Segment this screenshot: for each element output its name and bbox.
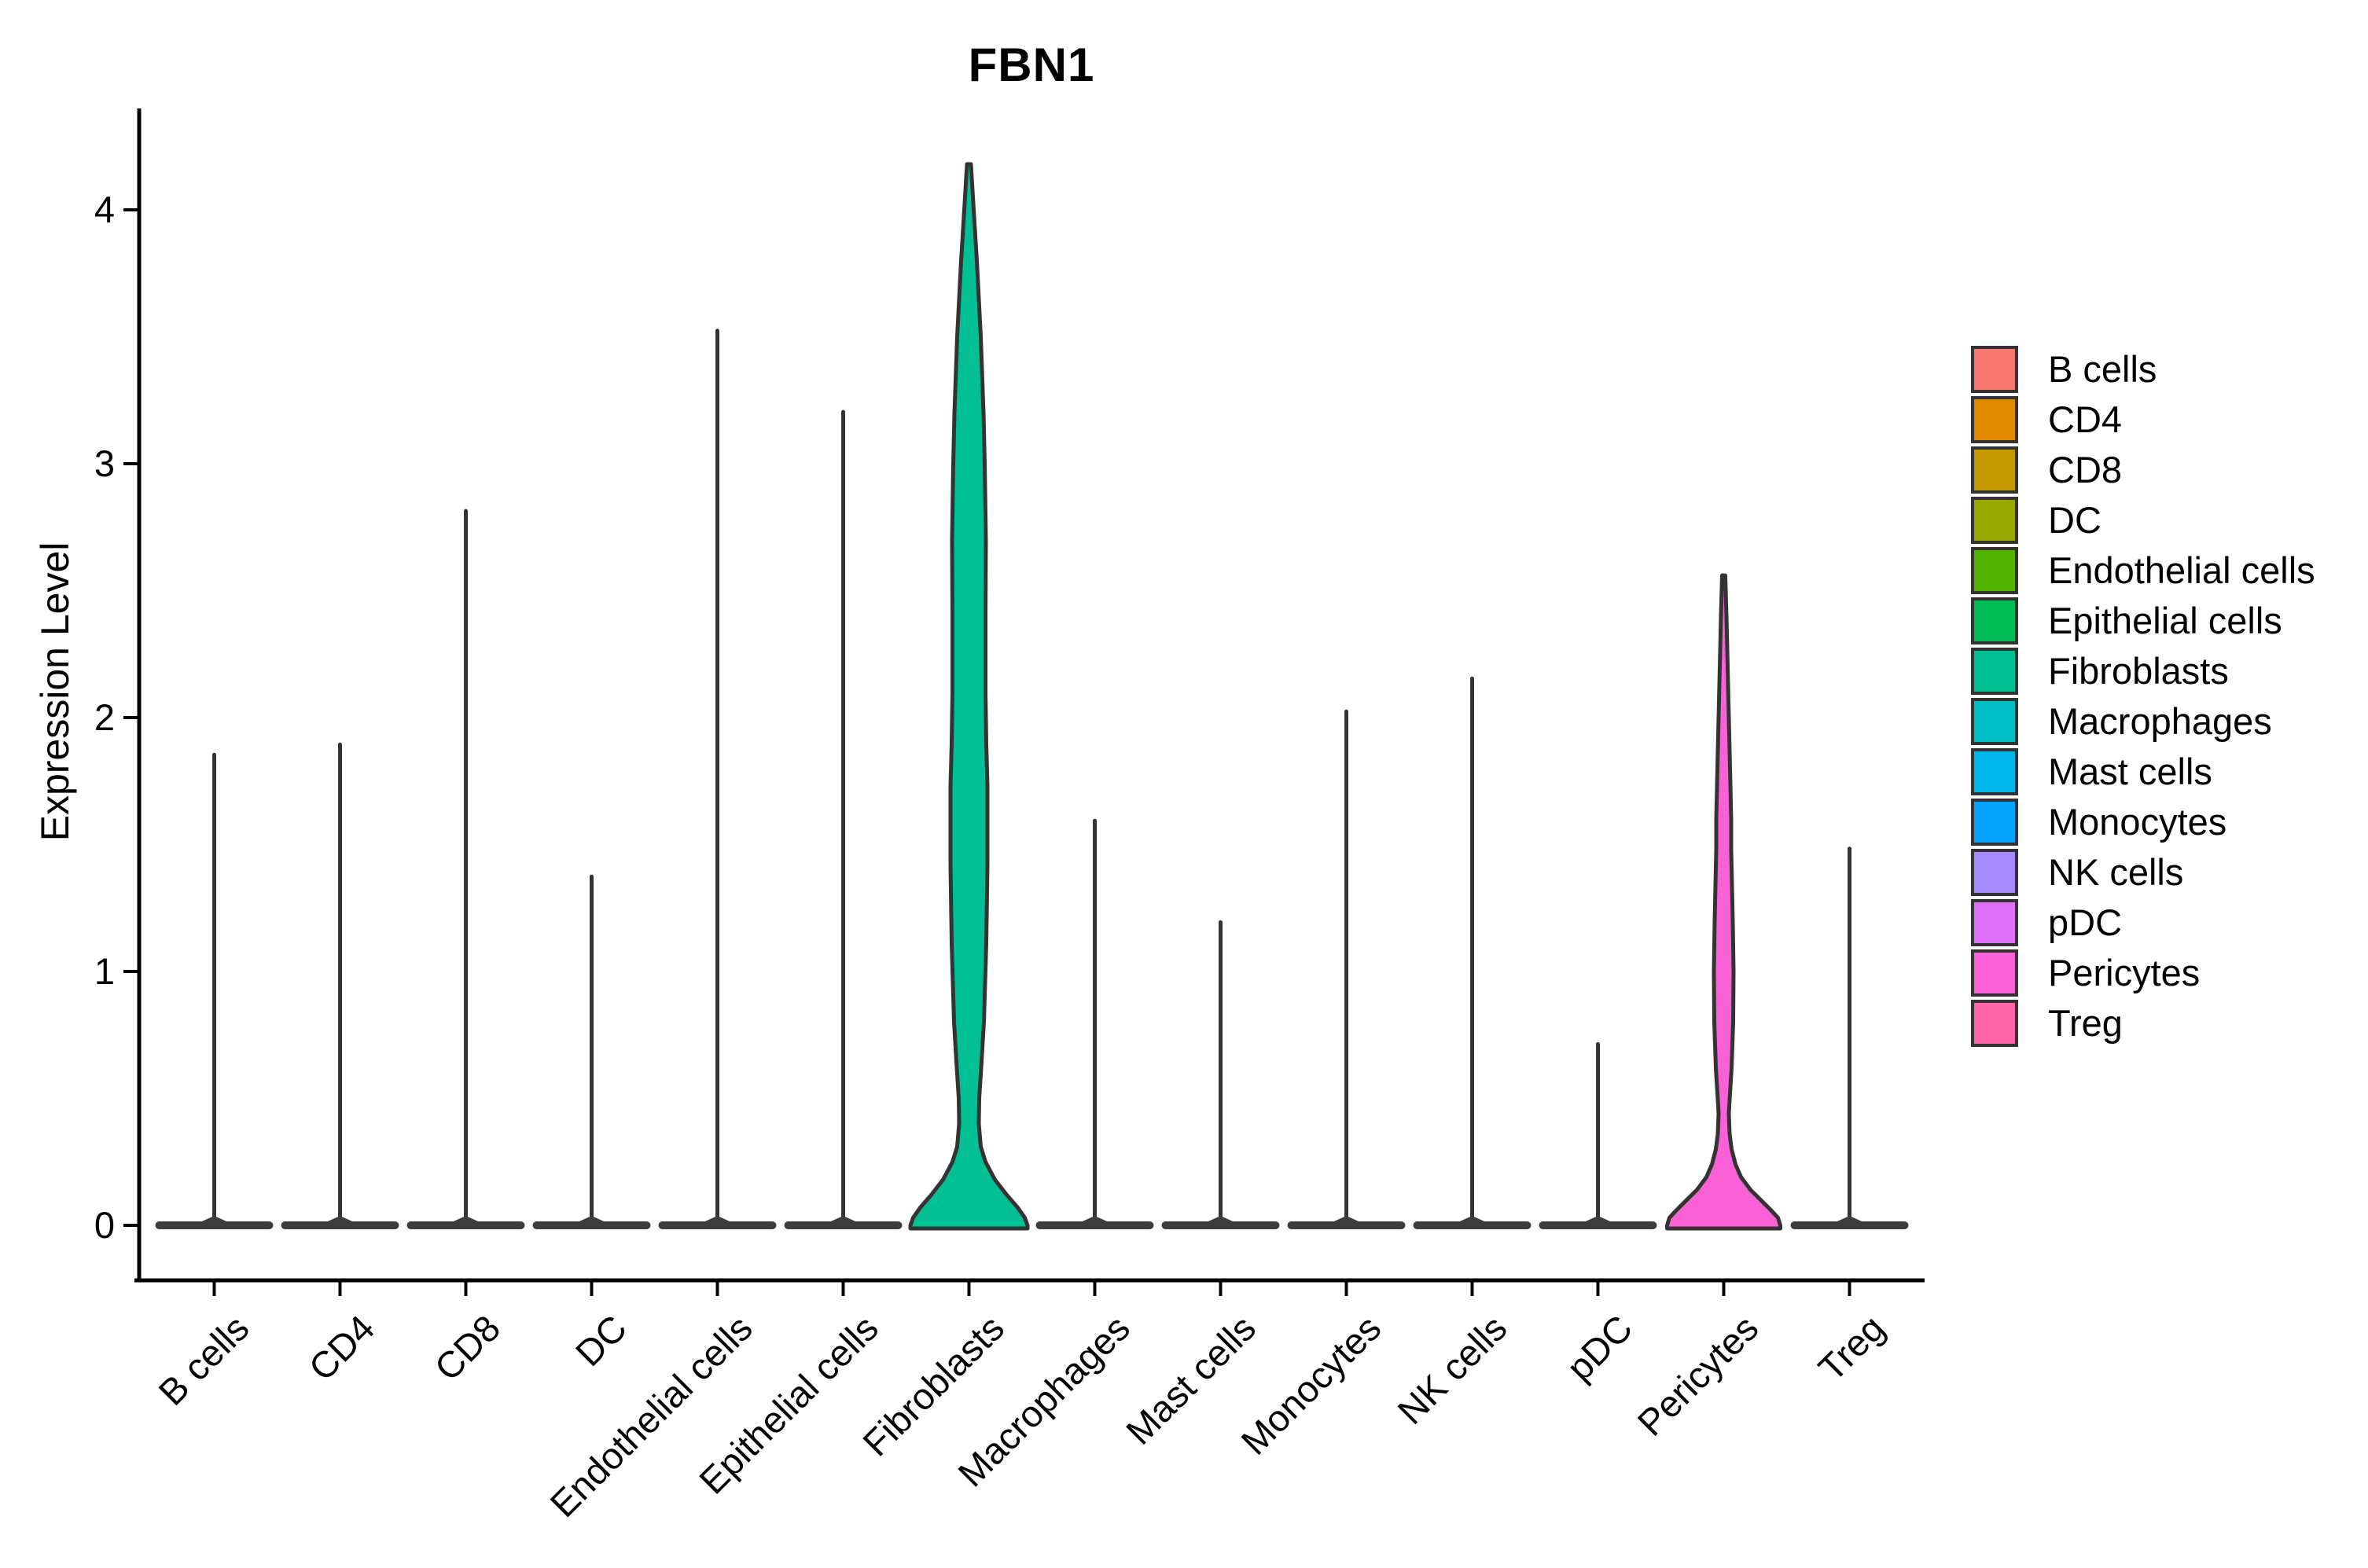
legend-item-pericytes: Pericytes: [1971, 949, 2200, 997]
violin-base-bar-treg: [1790, 1221, 1909, 1229]
legend-swatch: [1971, 748, 2018, 795]
legend-label: CD4: [2048, 398, 2123, 440]
violin-bump-macrophages: [1080, 1216, 1109, 1222]
legend-item-endothelial-cells: Endothelial cells: [1971, 547, 2315, 594]
legend-swatch: [1971, 446, 2018, 494]
legend-label: NK cells: [2048, 851, 2184, 893]
violin-bump-dc: [577, 1216, 606, 1222]
legend-swatch: [1971, 949, 2018, 997]
violin-base-bar-pdc: [1539, 1221, 1657, 1229]
legend-label: Mast cells: [2048, 751, 2212, 792]
violin-base-bar-macrophages: [1035, 1221, 1154, 1229]
legend-label: B cells: [2048, 348, 2157, 390]
legend-item-cd4: CD4: [1971, 396, 2122, 443]
legend-item-macrophages: Macrophages: [1971, 698, 2272, 745]
legend-label: Fibroblasts: [2048, 650, 2229, 692]
legend-item-dc: DC: [1971, 497, 2101, 544]
violin-bump-epithelial-cells: [829, 1216, 858, 1222]
violin-bump-nk-cells: [1458, 1216, 1487, 1222]
violin-base-bar-cd4: [281, 1221, 399, 1229]
legend-swatch: [1971, 698, 2018, 745]
y-tick-label: 2: [94, 696, 115, 738]
legend-swatch: [1971, 849, 2018, 896]
legend-swatch: [1971, 1000, 2018, 1047]
violin-base-bar-monocytes: [1287, 1221, 1406, 1229]
legend-item-epithelial-cells: Epithelial cells: [1971, 597, 2282, 644]
violin-bump-cd8: [451, 1216, 480, 1222]
y-tick-label: 3: [94, 442, 115, 484]
plot-title: FBN1: [968, 39, 1095, 91]
legend-swatch: [1971, 547, 2018, 594]
violin-bump-b-cells: [200, 1216, 229, 1222]
violin-bump-endothelial-cells: [703, 1216, 732, 1222]
legend-item-fibroblasts: Fibroblasts: [1971, 648, 2229, 695]
y-tick-label: 4: [94, 189, 115, 230]
violin-bump-treg: [1835, 1216, 1864, 1222]
legend-swatch: [1971, 346, 2018, 393]
legend-item-treg: Treg: [1971, 1000, 2123, 1047]
legend-item-nk-cells: NK cells: [1971, 849, 2183, 896]
violin-base-bar-mast-cells: [1161, 1221, 1280, 1229]
legend-label: Endothelial cells: [2048, 549, 2315, 591]
violin-base-bar-cd8: [406, 1221, 525, 1229]
violin-bump-monocytes: [1332, 1216, 1361, 1222]
legend-swatch: [1971, 799, 2018, 846]
y-tick-label: 0: [94, 1204, 115, 1246]
legend-label: Monocytes: [2048, 801, 2227, 843]
legend-label: Epithelial cells: [2048, 600, 2282, 641]
legend-swatch: [1971, 899, 2018, 946]
legend-label: pDC: [2048, 902, 2123, 943]
legend-item-cd8: CD8: [1971, 446, 2122, 494]
legend-label: Treg: [2048, 1002, 2123, 1044]
violin-base-bar-b-cells: [155, 1221, 274, 1229]
legend-label: Pericytes: [2048, 952, 2201, 993]
legend-swatch: [1971, 396, 2018, 443]
violin-base-bar-endothelial-cells: [658, 1221, 777, 1229]
legend-item-monocytes: Monocytes: [1971, 799, 2226, 846]
legend-swatch: [1971, 497, 2018, 544]
violin-base-bar-epithelial-cells: [784, 1221, 903, 1229]
violin-base-bar-nk-cells: [1413, 1221, 1531, 1229]
violin-fibroblasts: [908, 162, 1030, 1231]
violin-base-bar-dc: [532, 1221, 651, 1229]
legend-label: CD8: [2048, 449, 2123, 490]
legend-label: DC: [2048, 499, 2101, 541]
legend-label: Macrophages: [2048, 700, 2272, 742]
violin-bump-pdc: [1583, 1216, 1612, 1222]
violin-pericytes: [1665, 573, 1782, 1231]
violin-bump-cd4: [325, 1216, 355, 1222]
violin-bump-mast-cells: [1206, 1216, 1235, 1222]
legend-item-mast-cells: Mast cells: [1971, 748, 2212, 795]
legend-swatch: [1971, 648, 2018, 695]
y-tick-label: 1: [94, 950, 115, 992]
legend-item-b-cells: B cells: [1971, 346, 2157, 393]
legend-swatch: [1971, 597, 2018, 644]
legend-item-pdc: pDC: [1971, 899, 2122, 946]
